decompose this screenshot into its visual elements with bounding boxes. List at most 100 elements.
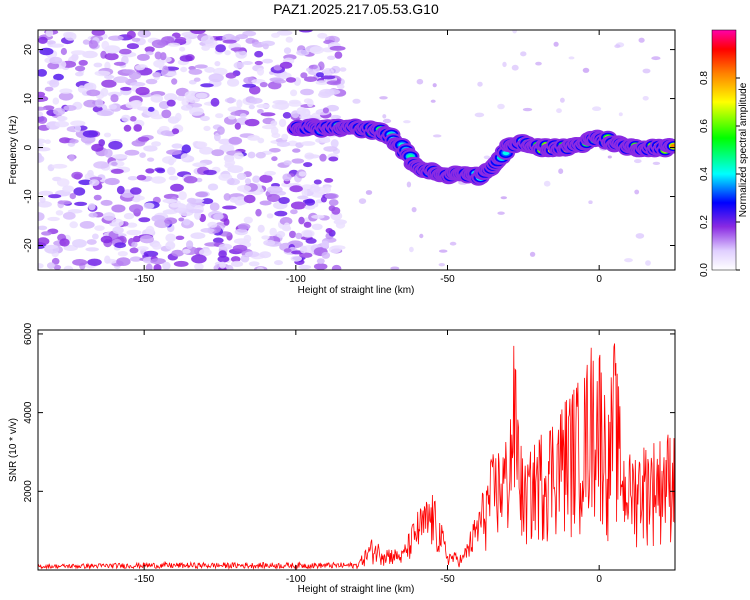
x-tick-label: 0 <box>596 274 602 285</box>
noise-cell <box>194 263 204 270</box>
noise-cell <box>199 146 214 155</box>
noise-cell <box>165 233 177 243</box>
noise-cell <box>240 254 250 263</box>
noise-cell <box>167 166 176 176</box>
noise-cell <box>269 148 281 153</box>
noise-cell <box>137 106 149 111</box>
noise-cell <box>379 96 388 100</box>
noise-cell <box>642 68 651 74</box>
noise-cell <box>319 136 331 143</box>
noise-cell <box>291 158 305 164</box>
noise-cell <box>365 190 373 195</box>
noise-cell <box>151 215 166 223</box>
noise-cell <box>144 46 155 53</box>
noise-cell <box>283 248 292 253</box>
noise-cell <box>95 98 104 108</box>
noise-cell <box>151 141 162 147</box>
noise-cell <box>93 62 103 68</box>
y-tick-label: -10 <box>23 189 34 204</box>
noise-cell <box>222 205 237 210</box>
x-tick-label: 0 <box>596 574 602 585</box>
noise-cell <box>224 97 237 104</box>
noise-cell <box>328 199 339 206</box>
noise-cell <box>82 39 90 45</box>
noise-cell <box>252 175 261 183</box>
noise-cell <box>290 209 298 215</box>
noise-cell <box>182 218 191 226</box>
noise-cell <box>301 141 316 146</box>
noise-cell <box>145 51 154 56</box>
noise-cell <box>305 154 321 159</box>
noise-cell <box>266 185 283 194</box>
noise-cell <box>45 30 54 37</box>
noise-cell <box>497 103 505 110</box>
noise-cell <box>624 258 633 263</box>
noise-cell <box>618 112 623 117</box>
noise-cell <box>75 65 86 72</box>
noise-cell <box>87 169 94 177</box>
noise-cell <box>281 133 289 141</box>
noise-cell <box>227 115 237 120</box>
colorbar-tick-label: 0.8 <box>699 71 710 85</box>
noise-cell <box>432 83 437 88</box>
noise-cell <box>249 97 263 104</box>
noise-cell <box>256 266 264 270</box>
noise-cell <box>502 61 507 68</box>
noise-cell <box>71 171 83 180</box>
noise-cell <box>180 104 193 111</box>
noise-cell <box>112 154 128 159</box>
noise-cell <box>195 92 208 99</box>
noise-cell <box>247 151 256 159</box>
noise-cell <box>129 116 137 122</box>
noise-cell <box>283 160 292 166</box>
y-tick-label: 0 <box>23 144 34 150</box>
noise-cell <box>47 216 60 222</box>
noise-cell <box>100 235 113 244</box>
noise-cell <box>215 113 224 119</box>
noise-cell <box>262 43 269 50</box>
noise-cell <box>553 41 559 47</box>
noise-cell <box>83 83 94 90</box>
noise-cell <box>634 189 640 195</box>
y-tick-label: 10 <box>23 93 34 105</box>
noise-cell <box>309 185 321 193</box>
noise-cell <box>266 193 281 203</box>
noise-cell <box>199 248 212 257</box>
noise-cell <box>94 70 111 77</box>
snr-panel: -150 -100 -50 0 2000 4000 6000 Height of strai… <box>8 322 676 595</box>
noise-cell <box>285 77 297 83</box>
noise-cell <box>75 71 84 77</box>
noise-cell <box>116 185 125 195</box>
noise-cell <box>207 183 219 191</box>
noise-cell <box>320 75 336 80</box>
noise-cell <box>262 58 273 64</box>
noise-cell <box>161 109 172 119</box>
noise-cell <box>137 246 149 251</box>
noise-cell <box>72 259 88 266</box>
noise-cell <box>57 200 72 205</box>
noise-cell <box>299 252 313 258</box>
noise-cell <box>497 211 505 215</box>
noise-cell <box>63 265 74 270</box>
noise-cell <box>556 108 562 114</box>
noise-cell <box>126 229 142 236</box>
noise-cell <box>224 158 236 167</box>
noise-cell <box>53 107 66 116</box>
noise-cell <box>279 61 293 69</box>
noise-cell <box>313 263 328 270</box>
noise-cell <box>129 204 144 213</box>
noise-cell <box>223 193 231 201</box>
noise-cell <box>59 238 70 247</box>
noise-cell <box>288 101 302 107</box>
noise-cell <box>256 104 271 109</box>
noise-cell <box>145 168 155 174</box>
noise-cell <box>38 106 47 111</box>
noise-cell <box>233 61 245 69</box>
noise-cell <box>652 161 661 165</box>
noise-cell <box>230 256 241 263</box>
noise-cell <box>139 152 146 158</box>
noise-cell <box>242 61 253 65</box>
noise-cell <box>126 43 139 50</box>
noise-cell <box>135 86 150 96</box>
noise-cell <box>87 258 102 266</box>
